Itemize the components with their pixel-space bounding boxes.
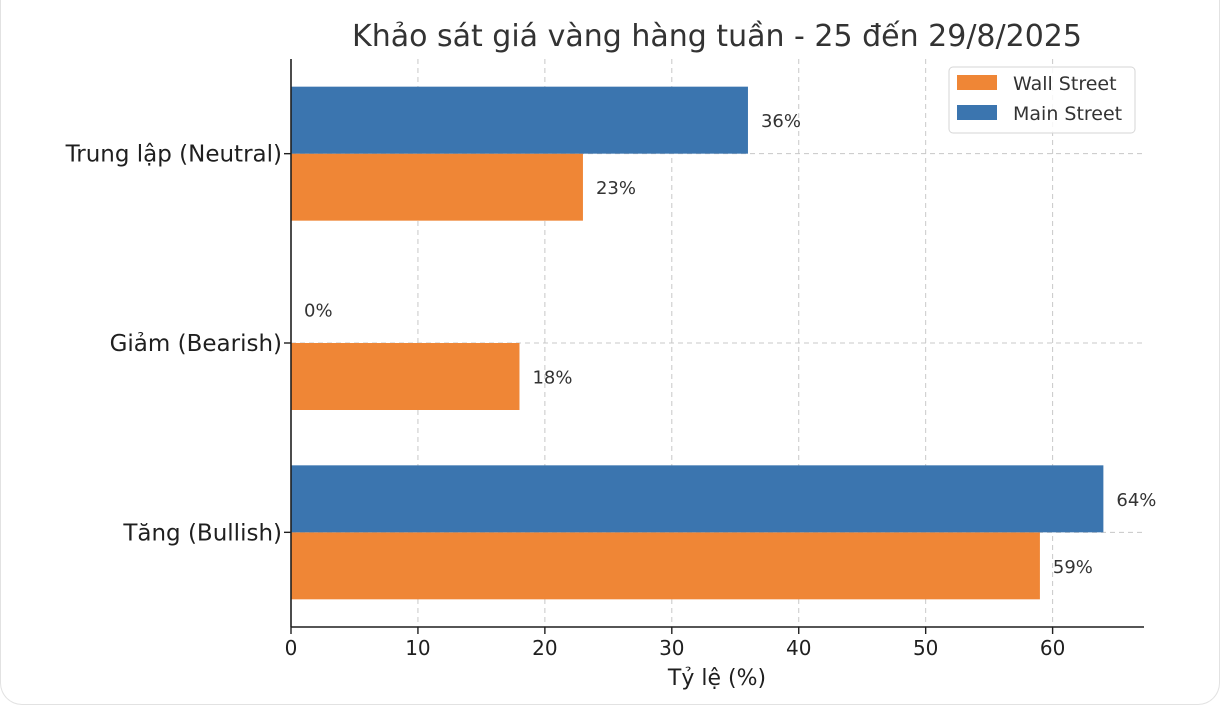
x-tick-label: 60: [1040, 636, 1065, 660]
data-label: 59%: [1053, 557, 1093, 578]
data-label: 64%: [1116, 490, 1156, 511]
legend: Wall Street Main Street: [948, 66, 1136, 134]
bar-main-street: [291, 86, 748, 154]
legend-swatch: [957, 105, 997, 120]
category-label: Tăng (Bullish): [122, 520, 282, 546]
data-label: 36%: [761, 111, 801, 132]
bar-wall-street: [291, 343, 520, 410]
data-label: 23%: [596, 178, 636, 199]
x-tick-label: 50: [913, 636, 938, 660]
bars: [291, 86, 1104, 600]
data-label: 0%: [304, 301, 333, 322]
x-tick-label: 30: [659, 636, 684, 660]
x-tick-label: 10: [405, 636, 430, 660]
x-tick-label: 40: [786, 636, 811, 660]
bar-main-street: [291, 465, 1104, 533]
legend-swatch: [957, 75, 997, 90]
bar-wall-street: [291, 532, 1040, 600]
category-label: Giảm (Bearish): [110, 331, 282, 357]
chart-title: Khảo sát giá vàng hàng tuần - 25 đến 29/…: [352, 19, 1082, 54]
x-tick-label: 0: [285, 636, 298, 660]
data-label: 18%: [532, 368, 572, 389]
x-axis-title: Tỷ lệ (%): [667, 666, 766, 691]
category-label: Trung lập (Neutral): [65, 142, 282, 168]
axes: 0 10 20 30 40 50 60 Tăng (Bullish) Giảm (Bearish…: [65, 59, 1144, 660]
data-labels: 59% 18% 23% 64% 0% 36%: [304, 111, 1156, 578]
x-tick-label: 20: [532, 636, 557, 660]
legend-label: Wall Street: [1013, 73, 1117, 95]
legend-label: Main Street: [1013, 103, 1122, 125]
bar-wall-street: [291, 153, 583, 221]
